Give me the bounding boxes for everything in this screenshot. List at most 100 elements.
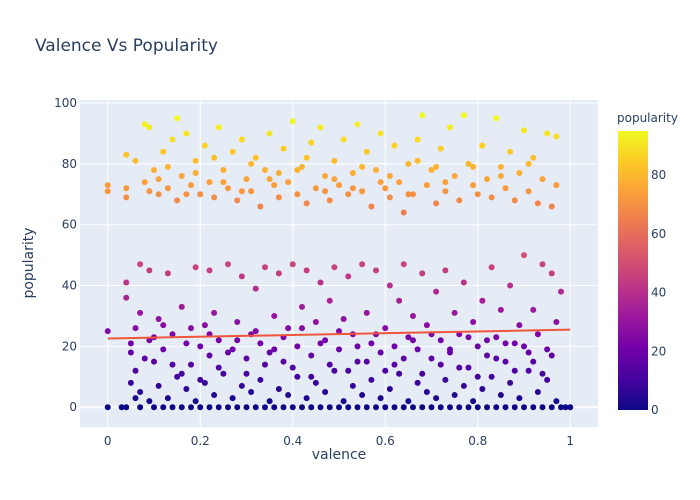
data-point [423, 389, 430, 396]
data-point [474, 404, 481, 411]
data-point [433, 288, 440, 295]
data-point [280, 404, 287, 411]
data-point [155, 382, 162, 389]
data-point [558, 288, 564, 295]
data-point [516, 395, 523, 402]
data-point [428, 166, 435, 173]
data-point [539, 370, 546, 377]
data-point [132, 367, 139, 374]
data-point [174, 373, 181, 380]
data-point [511, 367, 518, 374]
data-point [229, 395, 236, 402]
data-point [206, 404, 213, 411]
data-point [354, 404, 361, 411]
data-point [354, 343, 361, 350]
data-point [192, 398, 199, 405]
data-point [183, 340, 190, 347]
data-point [127, 349, 134, 356]
data-point [391, 361, 398, 368]
data-point [336, 404, 342, 411]
data-point [511, 340, 518, 347]
x-tick-label: 0.4 [283, 434, 302, 448]
data-point [474, 373, 481, 380]
data-point [238, 136, 245, 143]
data-point [539, 404, 546, 411]
data-point [345, 367, 352, 374]
data-point [345, 404, 352, 411]
data-point [414, 136, 421, 143]
data-point [303, 395, 310, 402]
data-point [451, 392, 458, 399]
data-point [211, 194, 218, 201]
data-point [349, 382, 356, 389]
data-point [525, 188, 532, 195]
data-point [345, 191, 352, 198]
data-point [137, 309, 144, 316]
data-point [525, 160, 532, 167]
data-point [160, 404, 167, 411]
data-point [164, 163, 171, 170]
data-point [447, 124, 453, 131]
y-tick-label: 40 [62, 279, 77, 293]
data-point [132, 325, 139, 332]
data-point [151, 166, 157, 173]
data-point [414, 157, 421, 164]
data-point [534, 200, 541, 207]
data-point [562, 404, 569, 411]
data-point [534, 331, 541, 338]
data-point [192, 157, 199, 164]
data-point [252, 328, 259, 335]
y-tick-label: 60 [62, 218, 77, 232]
data-point [299, 325, 305, 332]
data-point [234, 337, 241, 344]
data-point [192, 264, 199, 271]
y-tick-label: 100 [54, 96, 77, 110]
data-point [104, 182, 111, 189]
data-point [229, 148, 236, 155]
data-point [322, 389, 329, 396]
colorbar-tick-label: 60 [651, 227, 666, 241]
data-point [530, 154, 537, 161]
data-point [146, 188, 153, 195]
data-point [229, 346, 236, 353]
data-point [308, 373, 315, 380]
data-point [303, 200, 310, 207]
data-point [502, 358, 509, 365]
data-point [192, 170, 199, 177]
data-point [470, 182, 477, 189]
data-point [118, 404, 125, 411]
data-point [252, 285, 259, 292]
data-point [400, 261, 407, 268]
data-point [188, 325, 194, 332]
x-tick-label: 0 [104, 434, 112, 448]
data-point [262, 361, 268, 368]
y-tick-label: 0 [69, 400, 77, 414]
data-point [123, 404, 130, 411]
data-point [437, 361, 444, 368]
data-point [447, 346, 453, 353]
data-point [465, 334, 472, 341]
data-point [497, 173, 504, 180]
data-point [386, 194, 393, 201]
colorbar-tick-label: 20 [651, 344, 666, 358]
x-tick-label: 0.2 [191, 434, 210, 448]
colorbar-tick-labels: 0 20 40 60 80 [651, 168, 666, 417]
data-point [437, 145, 444, 152]
data-point [331, 176, 338, 183]
data-point [123, 151, 130, 158]
data-point [400, 209, 407, 216]
data-point [433, 395, 440, 402]
data-point [280, 358, 287, 365]
data-point [299, 404, 305, 411]
data-point [178, 404, 185, 411]
data-point [215, 124, 222, 131]
data-point [141, 355, 148, 362]
data-point [294, 191, 301, 198]
data-point [164, 270, 171, 277]
data-point [530, 306, 537, 313]
data-point [211, 309, 218, 316]
data-point [423, 322, 430, 329]
data-point [377, 130, 384, 137]
data-point [465, 364, 472, 371]
data-point [174, 197, 181, 204]
